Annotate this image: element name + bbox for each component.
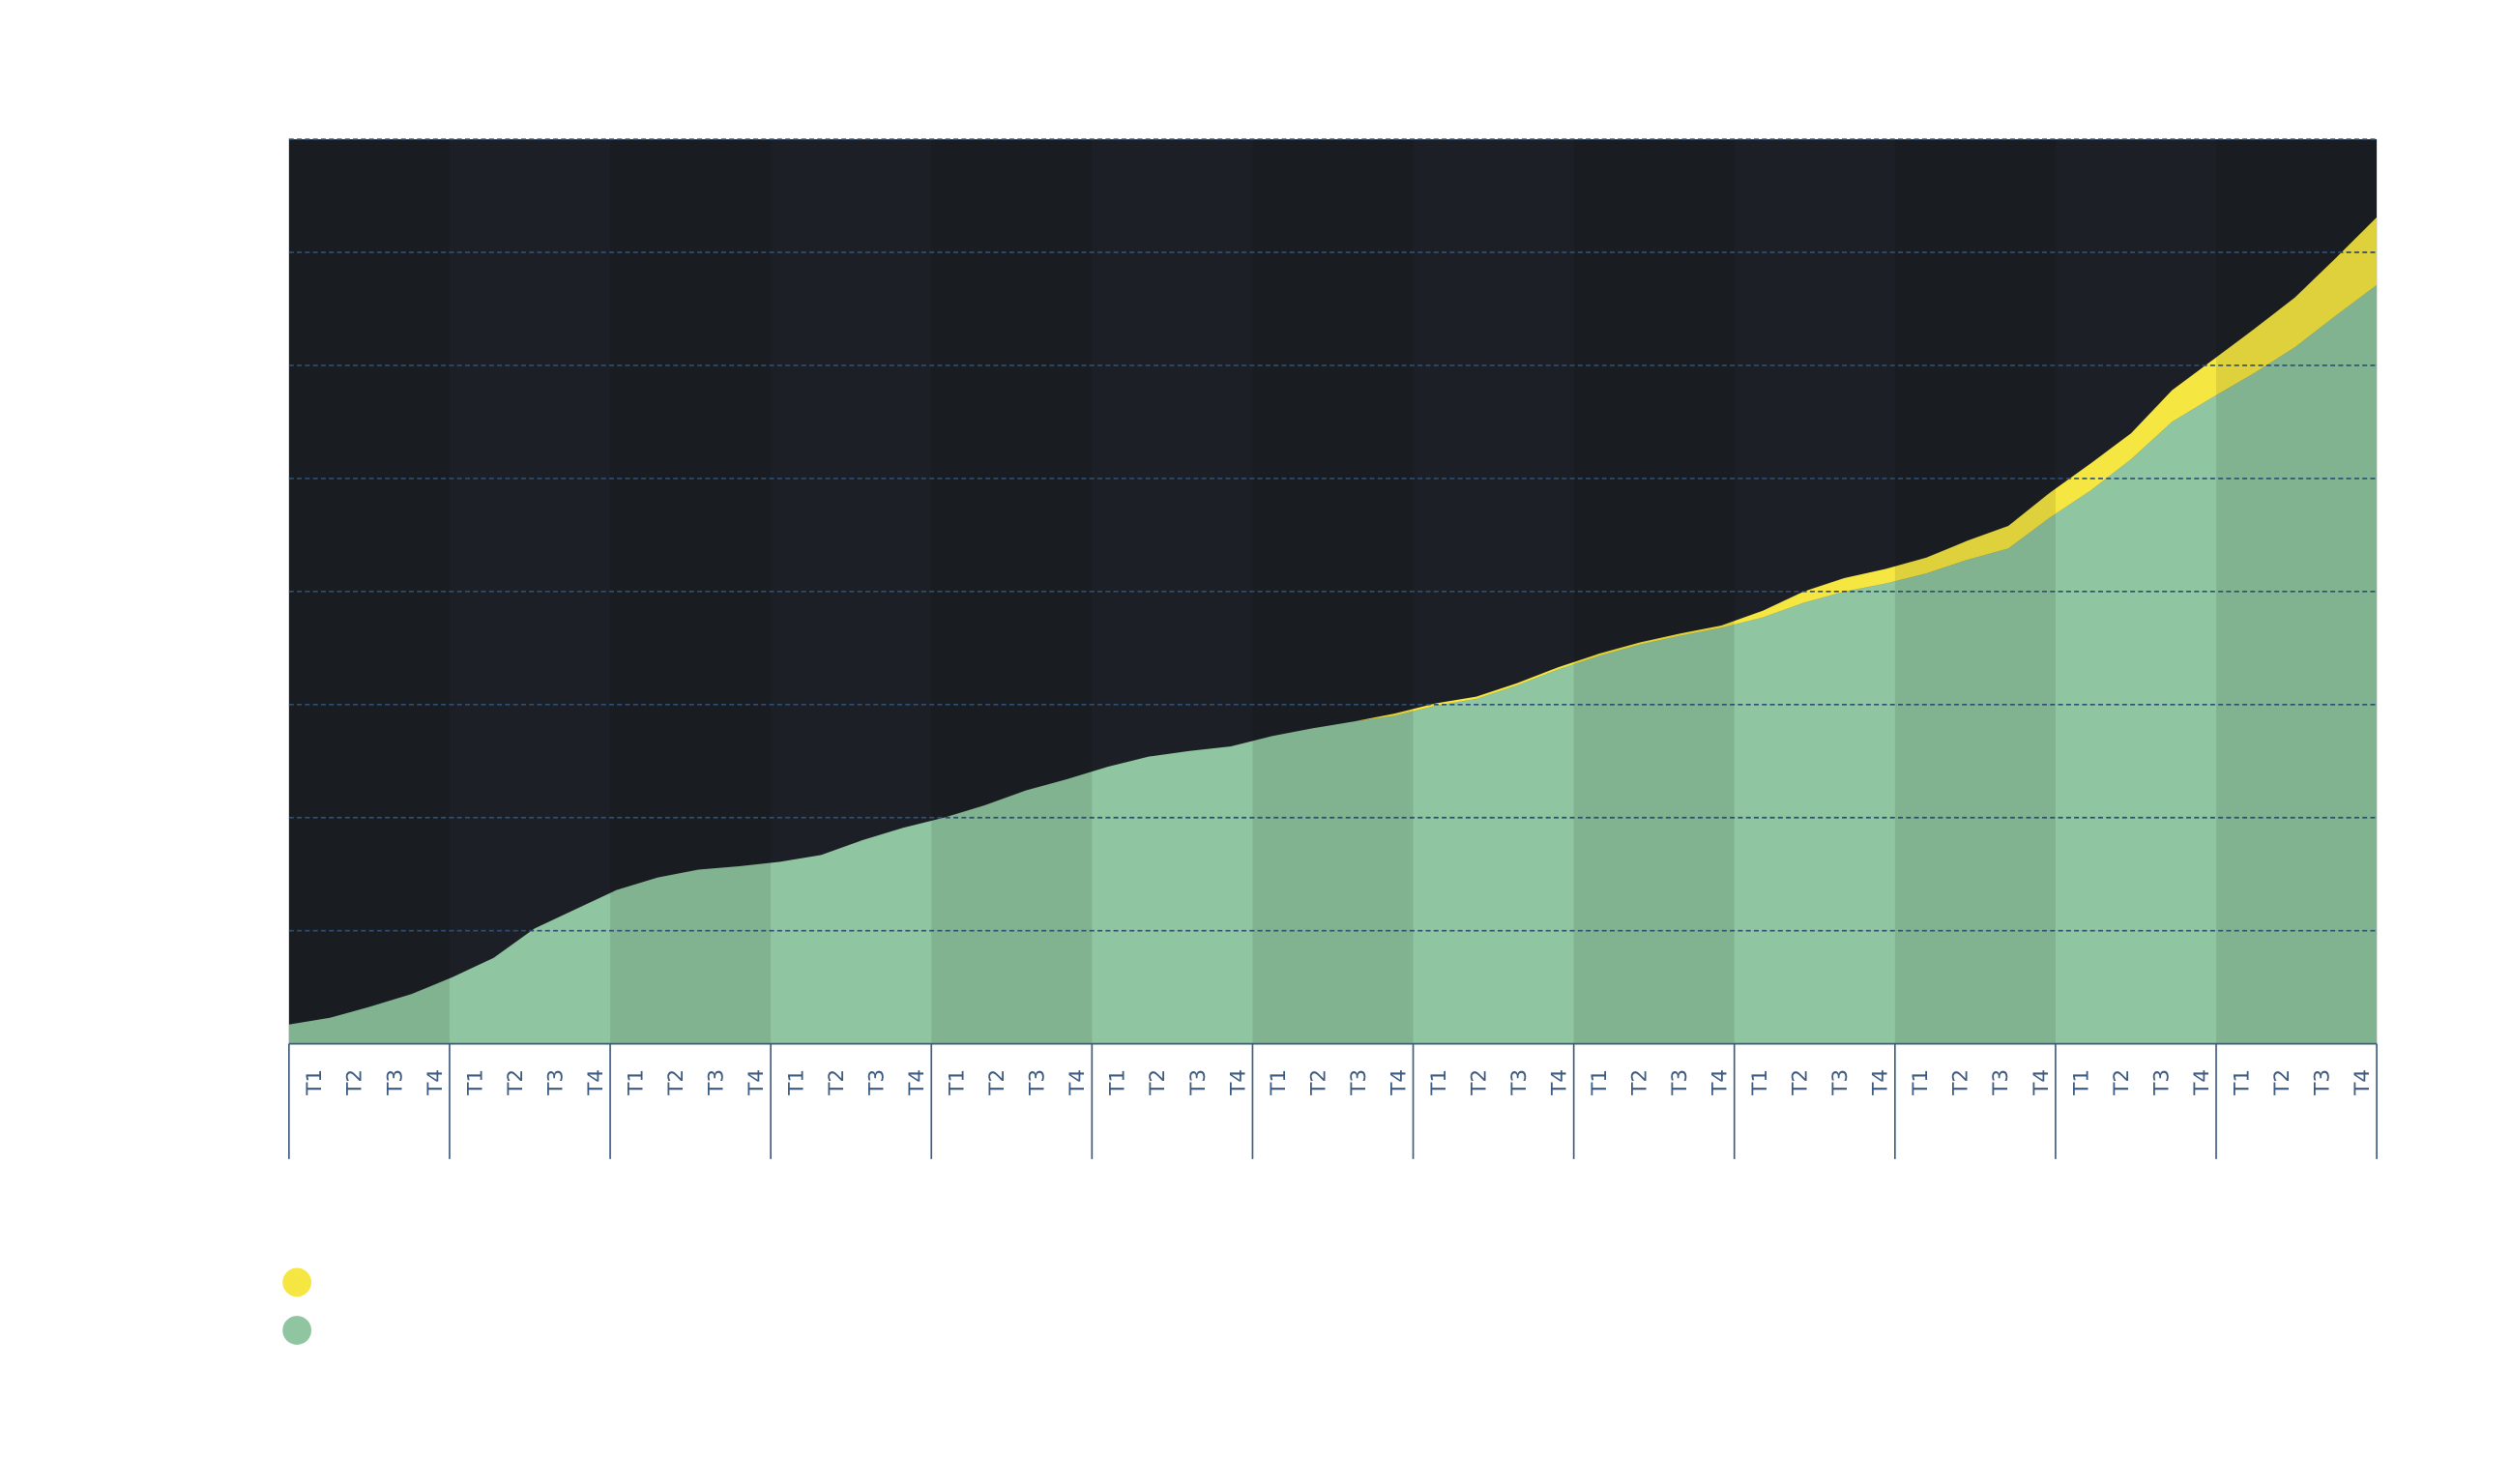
x-tick-label: T2 <box>1306 1069 1330 1096</box>
x-tick-label: T4 <box>745 1069 769 1096</box>
x-tick-label: T4 <box>1066 1069 1090 1096</box>
x-tick-label: T3 <box>1186 1069 1211 1096</box>
legend-marker <box>282 1267 312 1297</box>
x-tick-label: T2 <box>504 1069 528 1096</box>
x-tick-label: T3 <box>1989 1069 2013 1096</box>
x-tick-label: T1 <box>946 1069 970 1096</box>
x-tick-label: T1 <box>303 1069 327 1096</box>
x-tick-label: T3 <box>2310 1069 2334 1096</box>
x-tick-label: T2 <box>664 1069 688 1096</box>
area <box>288 284 2378 1044</box>
x-tick-label: T2 <box>1146 1069 1170 1096</box>
x-tick-label: T4 <box>1226 1069 1250 1096</box>
x-tick-label: T1 <box>463 1069 487 1096</box>
x-tick-label: T4 <box>905 1069 929 1096</box>
x-tick-label: T4 <box>1869 1069 1893 1096</box>
x-tick-label: T2 <box>2110 1069 2134 1096</box>
x-tick-label: T4 <box>424 1069 448 1096</box>
x-tick-label: T1 <box>785 1069 809 1096</box>
x-tick-label: T1 <box>1106 1069 1130 1096</box>
x-tick-label: T4 <box>2030 1069 2054 1096</box>
x-tick-label: T1 <box>1909 1069 1933 1096</box>
x-tick-label: T3 <box>383 1069 407 1096</box>
x-tick-label: T1 <box>1427 1069 1451 1096</box>
x-tick-label: T3 <box>704 1069 728 1096</box>
x-tick-label: T2 <box>1467 1069 1491 1096</box>
x-tick-label: T3 <box>2149 1069 2174 1096</box>
x-tick-label: T2 <box>985 1069 1009 1096</box>
band-shade <box>1894 139 2056 1044</box>
x-tick-label: T4 <box>1709 1069 1733 1096</box>
legend-marker <box>282 1316 312 1345</box>
x-tick-label: T4 <box>1547 1069 1571 1096</box>
x-tick-label: T2 <box>1789 1069 1813 1096</box>
x-tick-label: T2 <box>343 1069 367 1096</box>
x-tick-label: T1 <box>624 1069 648 1096</box>
x-tick-label: T2 <box>1628 1069 1652 1096</box>
x-tick-label: T3 <box>1668 1069 1692 1096</box>
x-tick-label: T4 <box>1387 1069 1411 1096</box>
x-tick-label: T3 <box>1507 1069 1532 1096</box>
x-tick-label: T4 <box>2351 1069 2375 1096</box>
x-tick-label: T1 <box>2230 1069 2254 1096</box>
x-tick-label: T1 <box>1588 1069 1612 1096</box>
x-tick-label: T2 <box>2270 1069 2294 1096</box>
x-tick-label: T1 <box>2069 1069 2093 1096</box>
x-tick-label: T1 <box>1267 1069 1291 1096</box>
x-tick-label: T1 <box>1748 1069 1772 1096</box>
x-tick-label: T3 <box>1828 1069 1853 1096</box>
x-tick-label: T3 <box>865 1069 890 1096</box>
x-tick-label: T3 <box>543 1069 568 1096</box>
x-tick-label: T4 <box>2190 1069 2214 1096</box>
x-tick-label: T2 <box>1949 1069 1973 1096</box>
x-tick-label: T4 <box>584 1069 608 1096</box>
x-tick-label: T3 <box>1347 1069 1371 1096</box>
band-shade <box>2216 139 2378 1044</box>
x-tick-label: T3 <box>1026 1069 1050 1096</box>
x-tick-label: T2 <box>825 1069 849 1096</box>
